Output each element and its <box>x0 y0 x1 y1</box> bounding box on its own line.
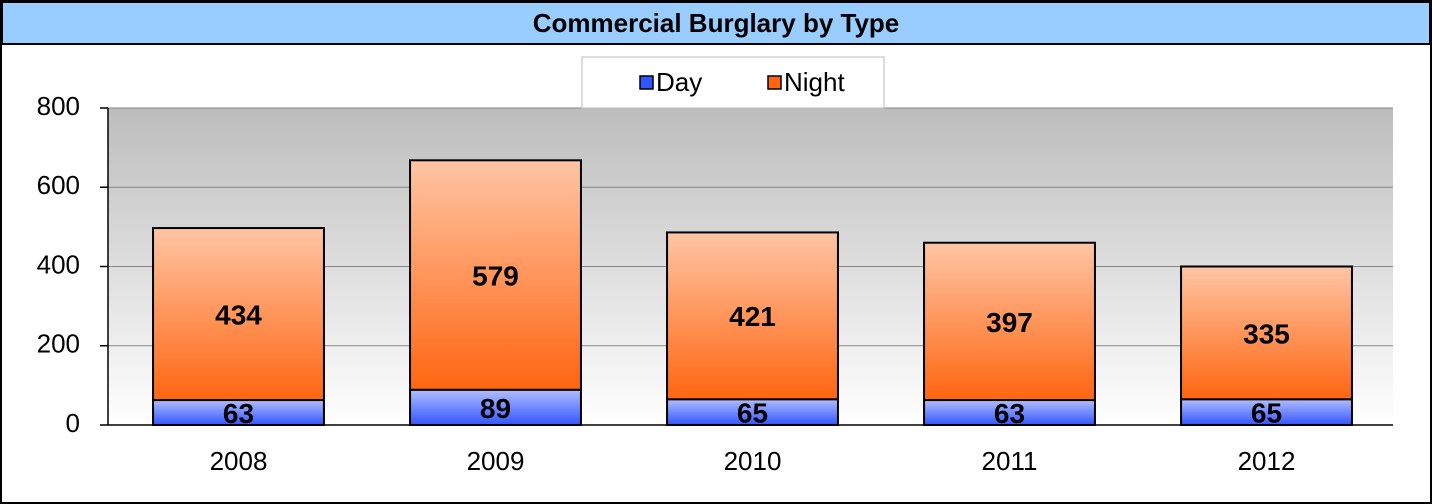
bar-shine <box>666 398 839 426</box>
data-label: 335 <box>1243 318 1290 349</box>
data-label: 434 <box>215 299 262 330</box>
bar-shine <box>1180 265 1353 401</box>
x-tick-label: 2011 <box>982 446 1038 476</box>
legend-swatch <box>767 75 782 90</box>
y-tick-label: 600 <box>37 170 80 200</box>
y-tick-label: 400 <box>37 249 80 279</box>
data-label: 421 <box>729 301 776 332</box>
bar-shine <box>409 388 582 427</box>
y-tick-label: 0 <box>66 408 80 438</box>
y-tick-label: 200 <box>37 329 80 359</box>
title-bar <box>1 1 1431 45</box>
bar-shine <box>666 231 839 401</box>
bar-shine <box>152 399 325 427</box>
data-label: 89 <box>480 393 511 424</box>
marks: 2008 63 434 2009 89 579 2010 65 421 2011 63 397 2012… <box>152 159 1353 476</box>
data-label: 65 <box>1251 398 1282 429</box>
legend-swatch <box>639 75 654 90</box>
bar-shine <box>409 159 582 391</box>
bar-shine <box>923 399 1096 427</box>
legend-label: Day <box>656 67 702 97</box>
x-tick-label: 2008 <box>210 446 268 476</box>
x-tick-label: 2010 <box>724 446 782 476</box>
chart-title: Commercial Burglary by Type <box>533 8 900 38</box>
y-tick-label: 800 <box>37 91 80 121</box>
data-label: 397 <box>986 307 1033 338</box>
x-tick-label: 2009 <box>467 446 525 476</box>
legend-label: Night <box>784 67 845 97</box>
data-label: 65 <box>737 398 768 429</box>
x-tick-label: 2012 <box>1238 446 1296 476</box>
legend-box <box>581 56 885 109</box>
bar-shine <box>923 241 1096 402</box>
legend: Day Night <box>639 67 845 97</box>
data-label: 63 <box>994 398 1025 429</box>
data-label: 579 <box>472 260 519 291</box>
bar-shine <box>152 227 325 402</box>
data-label: 63 <box>223 398 254 429</box>
